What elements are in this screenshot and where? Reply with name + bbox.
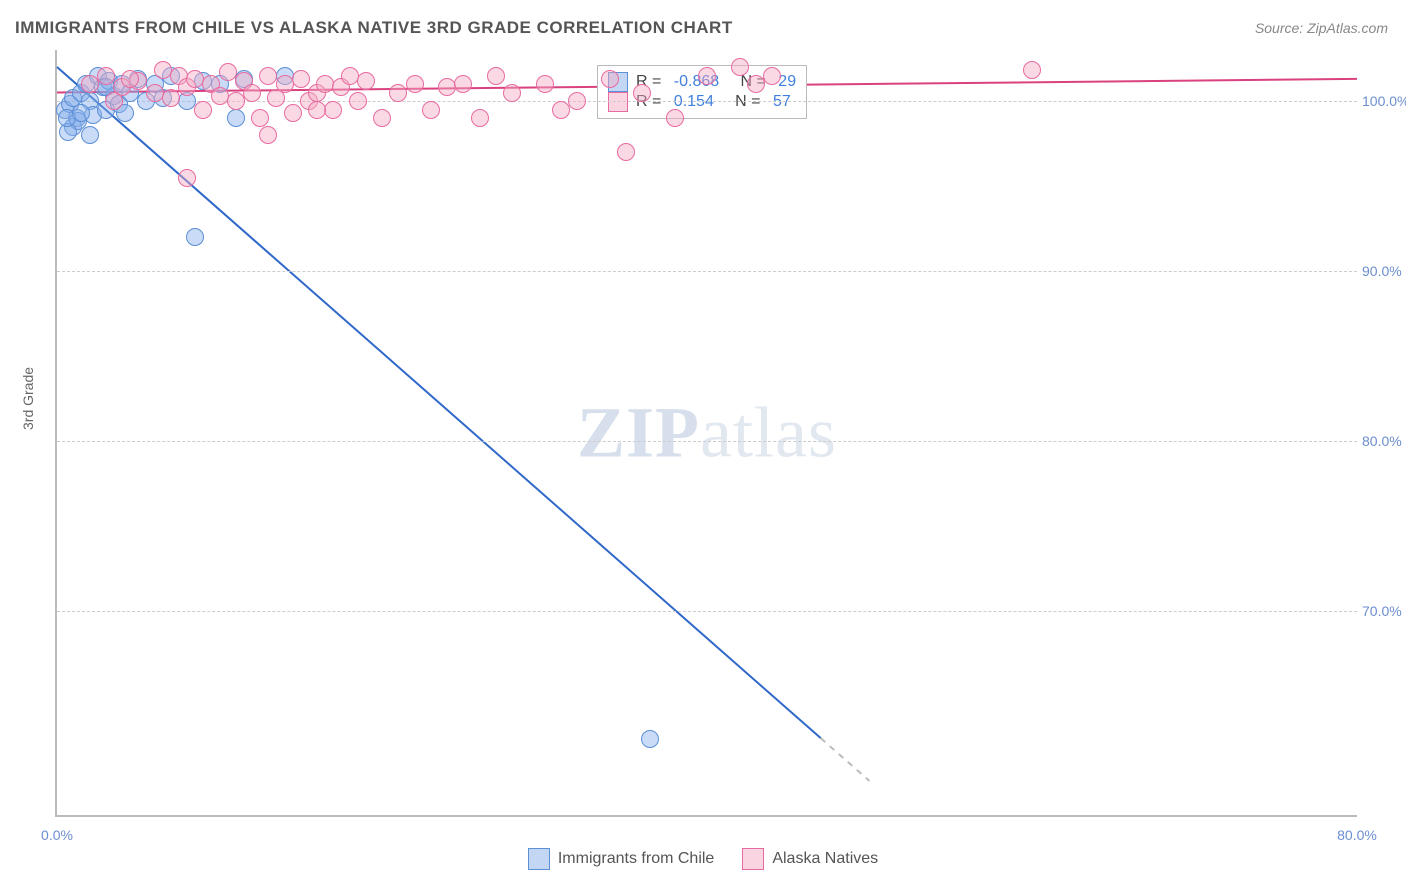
- data-point: [105, 92, 123, 110]
- y-tick-label: 90.0%: [1362, 263, 1406, 279]
- data-point: [194, 101, 212, 119]
- data-point: [357, 72, 375, 90]
- bottom-legend: Immigrants from Chile Alaska Natives: [0, 848, 1406, 870]
- data-point: [178, 169, 196, 187]
- data-point: [438, 78, 456, 96]
- y-tick-label: 70.0%: [1362, 603, 1406, 619]
- data-point: [227, 109, 245, 127]
- data-point: [373, 109, 391, 127]
- gridline: [57, 271, 1357, 272]
- x-tick-label: 80.0%: [1337, 827, 1377, 843]
- data-point: [487, 67, 505, 85]
- y-axis-label: 3rd Grade: [20, 367, 36, 430]
- data-point: [503, 84, 521, 102]
- stat-n-label: N =: [722, 93, 765, 111]
- data-point: [81, 126, 99, 144]
- data-point: [406, 75, 424, 93]
- legend-label: Immigrants from Chile: [558, 850, 714, 868]
- data-point: [552, 101, 570, 119]
- data-point: [698, 67, 716, 85]
- data-point: [389, 84, 407, 102]
- legend-label: Alaska Natives: [772, 850, 878, 868]
- data-point: [422, 101, 440, 119]
- legend-swatch: [742, 848, 764, 870]
- data-point: [568, 92, 586, 110]
- data-point: [536, 75, 554, 93]
- data-point: [633, 84, 651, 102]
- chart-title: IMMIGRANTS FROM CHILE VS ALASKA NATIVE 3…: [15, 18, 733, 38]
- gridline: [57, 611, 1357, 612]
- data-point: [308, 101, 326, 119]
- data-point: [97, 67, 115, 85]
- data-point: [251, 109, 269, 127]
- data-point: [121, 70, 139, 88]
- data-point: [324, 101, 342, 119]
- data-point: [292, 70, 310, 88]
- data-point: [617, 143, 635, 161]
- data-point: [641, 730, 659, 748]
- source-attribution: Source: ZipAtlas.com: [1255, 20, 1388, 36]
- data-point: [341, 67, 359, 85]
- legend-item: Alaska Natives: [742, 848, 878, 870]
- data-point: [81, 75, 99, 93]
- data-point: [259, 126, 277, 144]
- data-point: [227, 92, 245, 110]
- stat-r-value: 0.154: [674, 93, 714, 111]
- x-tick-label: 0.0%: [41, 827, 73, 843]
- data-point: [1023, 61, 1041, 79]
- data-point: [666, 109, 684, 127]
- data-point: [284, 104, 302, 122]
- data-point: [316, 75, 334, 93]
- data-point: [162, 89, 180, 107]
- legend-swatch: [528, 848, 550, 870]
- y-tick-label: 100.0%: [1362, 93, 1406, 109]
- y-tick-label: 80.0%: [1362, 433, 1406, 449]
- data-point: [186, 70, 204, 88]
- trend-lines-layer: [57, 50, 1357, 815]
- gridline: [57, 441, 1357, 442]
- data-point: [186, 228, 204, 246]
- legend-swatch: [608, 92, 628, 112]
- data-point: [349, 92, 367, 110]
- data-point: [219, 63, 237, 81]
- legend-item: Immigrants from Chile: [528, 848, 714, 870]
- data-point: [154, 61, 172, 79]
- data-point: [747, 75, 765, 93]
- data-point: [731, 58, 749, 76]
- plot-area: ZIPatlas R = -0.868 N = 29R = 0.154 N = …: [55, 50, 1357, 817]
- data-point: [243, 84, 261, 102]
- data-point: [72, 104, 90, 122]
- data-point: [211, 87, 229, 105]
- data-point: [146, 84, 164, 102]
- data-point: [259, 67, 277, 85]
- stat-n-value: 57: [773, 93, 791, 111]
- data-point: [601, 70, 619, 88]
- data-point: [454, 75, 472, 93]
- data-point: [471, 109, 489, 127]
- data-point: [763, 67, 781, 85]
